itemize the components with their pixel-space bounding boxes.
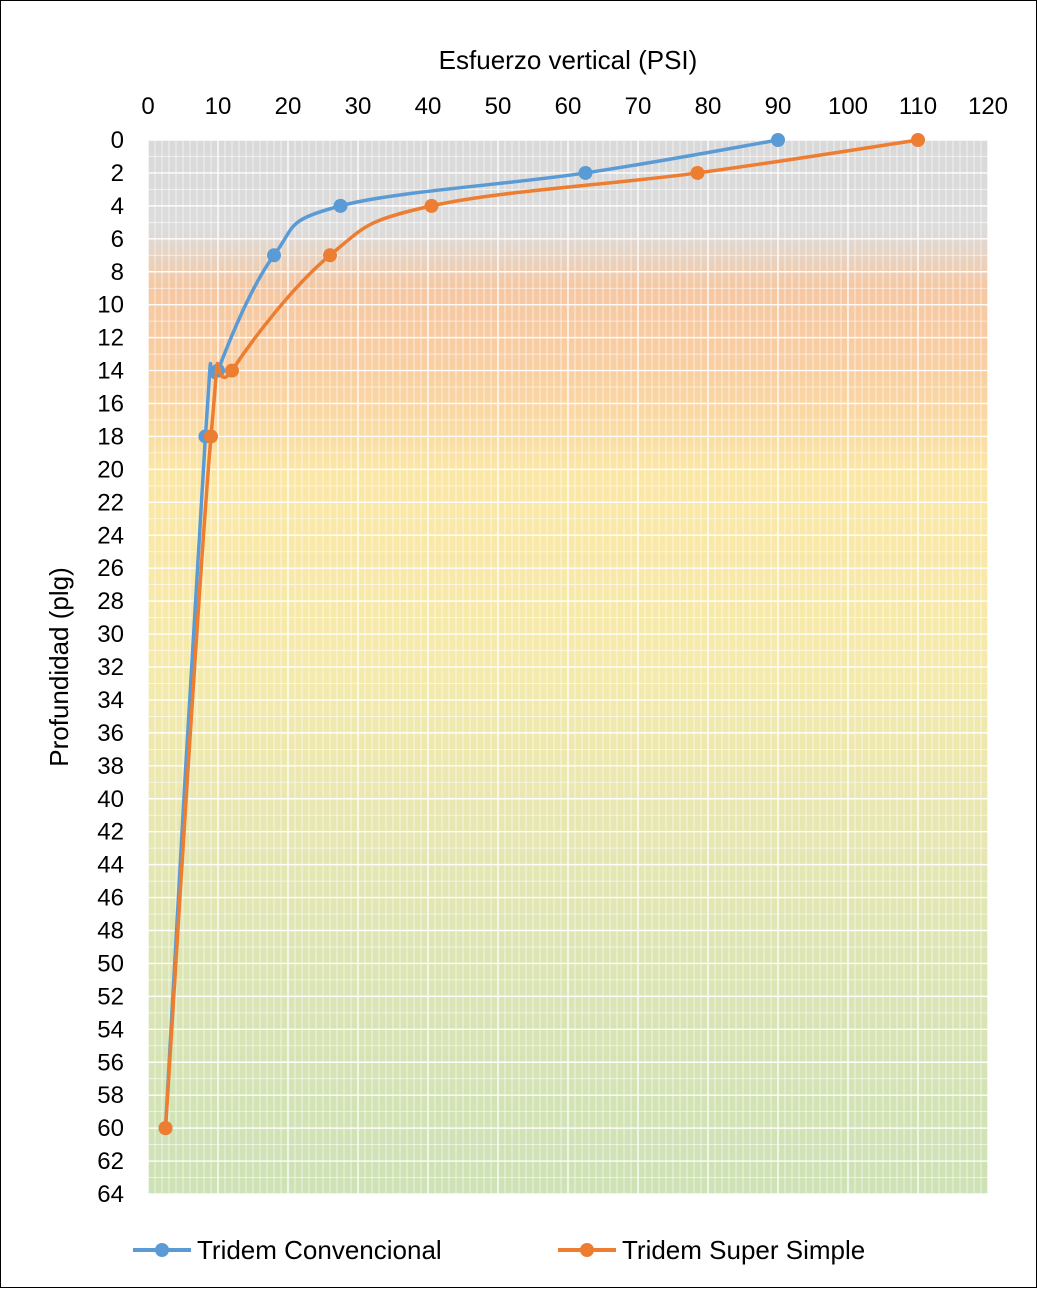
legend-item-0[interactable]: Tridem Convencional <box>133 1235 442 1265</box>
y-tick-label: 60 <box>97 1115 124 1142</box>
y-tick-label: 10 <box>97 292 124 319</box>
legend-label: Tridem Super Simple <box>622 1235 865 1265</box>
x-tick-label: 60 <box>555 93 582 120</box>
x-tick-label: 0 <box>141 93 154 120</box>
y-tick-label: 18 <box>97 423 124 450</box>
data-point[interactable] <box>323 248 337 263</box>
data-point[interactable] <box>204 429 218 444</box>
data-point[interactable] <box>690 165 705 180</box>
series-line <box>163 138 920 1130</box>
y-tick-label: 34 <box>97 687 124 714</box>
y-tick-label: 4 <box>111 193 124 220</box>
x-tick-label: 70 <box>625 93 652 120</box>
y-tick-label: 6 <box>111 226 124 253</box>
data-point[interactable] <box>225 363 239 378</box>
data-point[interactable] <box>771 133 785 147</box>
y-tick-label: 14 <box>97 358 124 385</box>
data-point[interactable] <box>911 133 925 147</box>
y-tick-label: 26 <box>97 555 124 582</box>
y-tick-label: 46 <box>97 885 124 912</box>
grid <box>147 139 989 1195</box>
y-tick-label: 58 <box>97 1082 124 1109</box>
y-tick-label: 20 <box>97 456 124 483</box>
y-tick-label: 54 <box>97 1016 124 1043</box>
series-layer <box>158 133 925 1136</box>
y-tick-label: 16 <box>97 391 124 418</box>
y-tick-label: 30 <box>97 621 124 648</box>
x-tick-label: 50 <box>485 93 512 120</box>
x-tick-label: 20 <box>275 93 302 120</box>
data-point[interactable] <box>333 198 348 213</box>
y-axis-title: Profundidad (plg) <box>44 567 74 766</box>
x-tick-label: 100 <box>828 93 868 120</box>
y-tick-label: 48 <box>97 918 124 945</box>
y-tick-label: 2 <box>111 160 124 187</box>
x-tick-labels: 0 10 20 30 40 50 60 70 80 90 100 110 120 <box>141 93 1008 120</box>
x-tick-label: 30 <box>345 93 372 120</box>
legend-swatch-marker <box>155 1243 169 1257</box>
y-tick-label: 62 <box>97 1148 124 1175</box>
y-tick-label: 50 <box>97 950 124 977</box>
y-tick-label: 0 <box>111 127 124 154</box>
y-tick-label: 56 <box>97 1049 124 1076</box>
legend-label: Tridem Convencional <box>197 1235 442 1265</box>
series-line <box>163 138 780 1130</box>
y-tick-label: 12 <box>97 325 124 352</box>
y-tick-label: 52 <box>97 983 124 1010</box>
y-tick-label: 32 <box>97 654 124 681</box>
y-tick-labels: 0246810121416182022242628303234363840424… <box>97 127 124 1208</box>
x-tick-label: 40 <box>415 93 442 120</box>
data-point[interactable] <box>424 198 439 213</box>
data-point[interactable] <box>267 248 281 263</box>
x-tick-label: 10 <box>205 93 232 120</box>
y-tick-label: 42 <box>97 819 124 846</box>
y-tick-label: 28 <box>97 588 124 615</box>
x-tick-label: 110 <box>899 93 937 120</box>
y-tick-label: 24 <box>97 522 124 549</box>
y-tick-label: 38 <box>97 753 124 780</box>
x-tick-label: 80 <box>695 93 722 120</box>
y-tick-label: 64 <box>97 1181 124 1208</box>
data-point[interactable] <box>578 165 593 180</box>
legend: Tridem Convencional Tridem Super Simple <box>133 1235 865 1265</box>
data-point[interactable] <box>158 1121 173 1136</box>
x-axis-title: Esfuerzo vertical (PSI) <box>439 45 698 75</box>
legend-swatch-marker <box>580 1243 594 1257</box>
x-tick-label: 90 <box>765 93 792 120</box>
x-tick-label: 120 <box>968 93 1008 120</box>
y-tick-label: 22 <box>97 489 124 516</box>
y-tick-label: 44 <box>97 852 124 879</box>
series-0 <box>158 133 785 1136</box>
series-1 <box>158 133 925 1136</box>
y-tick-label: 8 <box>111 259 124 286</box>
legend-item-1[interactable]: Tridem Super Simple <box>558 1235 865 1265</box>
y-tick-label: 40 <box>97 786 124 813</box>
y-tick-label: 36 <box>97 720 124 747</box>
